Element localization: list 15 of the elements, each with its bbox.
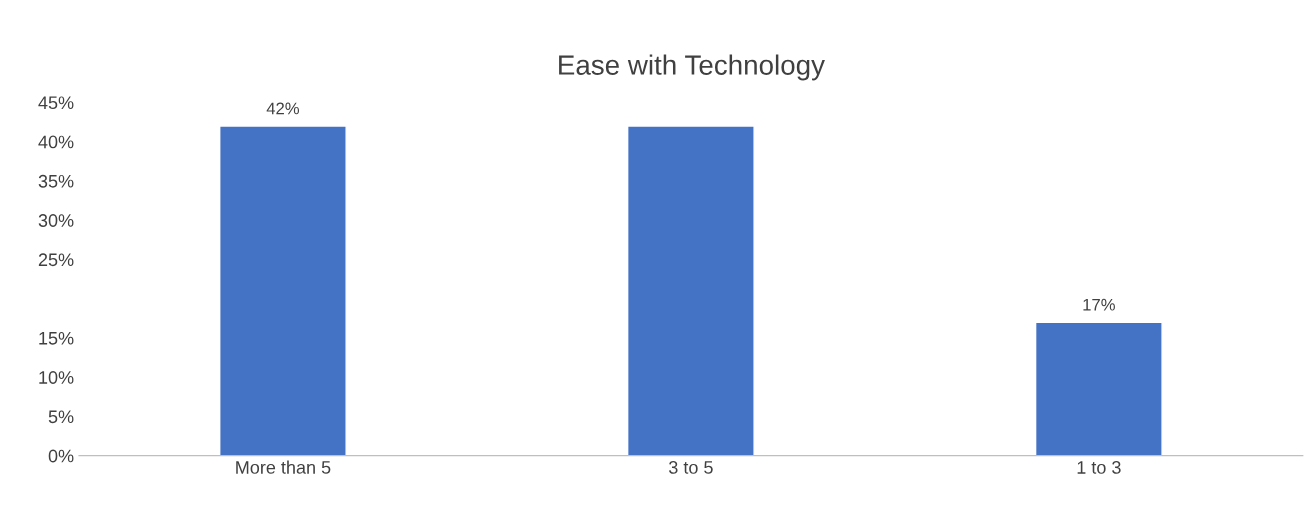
data-label: 17%: [1083, 298, 1115, 311]
y-tick-label: 0%: [48, 449, 74, 463]
y-tick-label: 25%: [38, 253, 74, 267]
y-tick-label: 45%: [38, 96, 74, 110]
y-tick-label: 30%: [38, 214, 74, 227]
y-tick-label: 10%: [39, 371, 74, 384]
y-tick-label: 5%: [48, 410, 74, 424]
x-tick-label: 1 to 3: [1077, 461, 1121, 474]
x-tick-label: More than 5: [236, 460, 331, 474]
data-label: 42%: [266, 102, 300, 115]
y-tick-label: 15%: [39, 331, 74, 345]
x-tick-label: 3 to 5: [669, 461, 713, 474]
y-tick-label: 40%: [38, 135, 74, 149]
chart-title: Ease with Technology: [559, 54, 825, 81]
y-tick-label: 35%: [38, 174, 74, 188]
